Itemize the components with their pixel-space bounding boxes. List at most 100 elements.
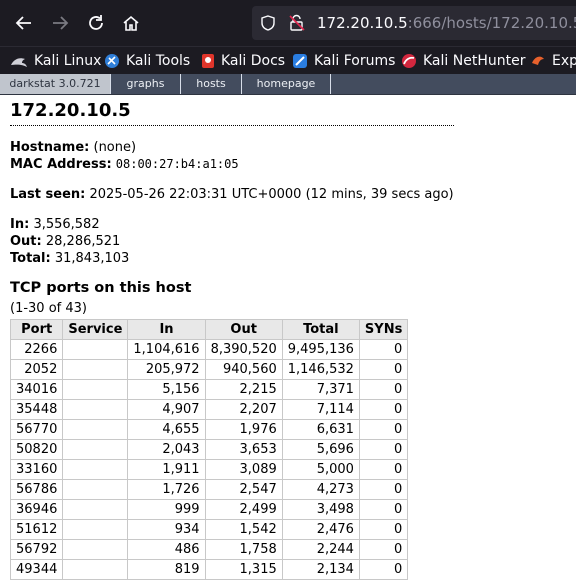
out-cell: 2,207 (204, 399, 283, 420)
table-row: 34016 5,156 2,215 7,371 0 (9, 379, 409, 400)
port-cell: 34016 (9, 379, 64, 400)
port-cell: 2266 (9, 339, 64, 360)
in-cell: 4,655 (127, 419, 206, 440)
col-syns-header[interactable]: SYNs (358, 319, 409, 340)
out-cell: 1,758 (204, 539, 283, 560)
service-cell (62, 419, 129, 440)
table-row: 56770 4,655 1,976 6,631 0 (9, 419, 409, 440)
syns-cell: 0 (358, 359, 409, 380)
table-row: 2266 1,104,616 8,390,520 9,495,136 0 (9, 339, 409, 360)
service-cell (62, 399, 129, 420)
port-cell: 2052 (9, 359, 64, 380)
total-cell: 3,498 (281, 499, 360, 520)
in-label: In: (10, 217, 30, 232)
syns-cell: 0 (358, 459, 409, 480)
col-in-header[interactable]: In (127, 319, 206, 340)
in-cell: 999 (127, 499, 206, 520)
port-cell: 35448 (9, 399, 64, 420)
total-row: Total: 31,843,103 (10, 250, 570, 267)
nav-homepage-link[interactable]: homepage (242, 74, 331, 94)
bookmark-label: Kali Docs (221, 53, 286, 69)
url-text[interactable]: 172.20.10.5:666/hosts/172.20.10.5/ (317, 14, 576, 32)
bookmark-label: Kali Linux (34, 53, 102, 69)
port-cell: 56786 (9, 479, 64, 500)
hostname-row: Hostname: (none) (10, 139, 570, 156)
in-cell: 205,972 (127, 359, 206, 380)
url-bar[interactable]: 172.20.10.5:666/hosts/172.20.10.5/ (252, 6, 576, 40)
bookmark-kali-linux[interactable]: Kali Linux (10, 51, 101, 71)
syns-cell: 0 (358, 379, 409, 400)
total-cell: 1,146,532 (281, 359, 360, 380)
exploit-db-icon (532, 56, 544, 65)
in-cell: 1,911 (127, 459, 206, 480)
bookmark-label: Kali NetHunter (423, 53, 526, 69)
tracking-shield-icon[interactable] (260, 15, 276, 31)
mac-row: MAC Address: 08:00:27:b4:a1:05 (10, 156, 570, 173)
reload-button[interactable] (81, 8, 111, 38)
in-row: In: 3,556,582 (10, 216, 570, 233)
port-cell: 56792 (9, 539, 64, 560)
service-cell (62, 519, 129, 540)
bookmark-kali-docs[interactable]: Kali Docs (201, 51, 285, 71)
port-cell: 33160 (9, 459, 64, 480)
forward-button[interactable] (45, 8, 75, 38)
total-cell: 4,273 (281, 479, 360, 500)
kali-docs-icon (202, 54, 214, 68)
in-cell: 4,907 (127, 399, 206, 420)
mac-label: MAC Address: (10, 157, 112, 172)
in-cell: 486 (127, 539, 206, 560)
total-cell: 5,696 (281, 439, 360, 460)
in-cell: 934 (127, 519, 206, 540)
url-path: :666/hosts/172.20.10.5/ (407, 14, 576, 32)
out-cell: 1,315 (204, 559, 283, 580)
service-cell (62, 499, 129, 520)
total-cell: 5,000 (281, 459, 360, 480)
nethunter-icon (402, 54, 416, 68)
kali-dragon-icon (11, 58, 27, 67)
total-value: 31,843,103 (54, 251, 130, 266)
col-total-header[interactable]: Total (281, 319, 360, 340)
port-cell: 56770 (9, 419, 64, 440)
reload-icon (89, 15, 103, 30)
out-value: 28,286,521 (45, 234, 121, 249)
service-cell (62, 359, 129, 380)
table-row: 50820 2,043 3,653 5,696 0 (9, 439, 409, 460)
out-cell: 940,560 (204, 359, 283, 380)
bookmark-kali-nethunter[interactable]: Kali NetHunter (401, 51, 525, 71)
syns-cell: 0 (358, 499, 409, 520)
syns-cell: 0 (358, 419, 409, 440)
service-cell (62, 379, 129, 400)
col-out-header[interactable]: Out (204, 319, 283, 340)
back-button[interactable] (9, 8, 39, 38)
service-cell (62, 339, 129, 360)
table-header-row: Port Service In Out Total SYNs (9, 319, 409, 340)
table-row: 49344 819 1,315 2,134 0 (9, 559, 409, 580)
bookmark-kali-tools[interactable]: Kali Tools (104, 51, 190, 71)
bookmark-label: Kali Tools (126, 53, 191, 69)
col-service-header[interactable]: Service (62, 319, 129, 340)
total-cell: 2,476 (281, 519, 360, 540)
bookmarks-toolbar: Kali Linux Kali Tools Kali Docs Kali For… (0, 46, 576, 75)
total-label: Total: (10, 251, 51, 266)
out-cell: 3,653 (204, 439, 283, 460)
in-value: 3,556,582 (33, 217, 100, 232)
table-row: 56792 486 1,758 2,244 0 (9, 539, 409, 560)
out-row: Out: 28,286,521 (10, 233, 570, 250)
home-button[interactable] (116, 8, 146, 38)
insecure-lock-icon[interactable] (288, 14, 306, 32)
browser-toolbar: 172.20.10.5:666/hosts/172.20.10.5/ (0, 0, 576, 46)
syns-cell: 0 (358, 519, 409, 540)
nav-graphs-link[interactable]: graphs (111, 74, 181, 94)
out-cell: 1,542 (204, 519, 283, 540)
bookmark-kali-forums[interactable]: Kali Forums (292, 51, 395, 71)
col-port-header[interactable]: Port (9, 319, 64, 340)
forward-arrow-icon (53, 16, 69, 30)
syns-cell: 0 (358, 439, 409, 460)
mac-value: 08:00:27:b4:a1:05 (115, 157, 239, 171)
bookmark-label: Kali Forums (314, 53, 396, 69)
bookmark-exploit-db[interactable]: Exp (530, 51, 576, 71)
in-cell: 1,726 (127, 479, 206, 500)
service-cell (62, 439, 129, 460)
total-cell: 7,114 (281, 399, 360, 420)
nav-hosts-link[interactable]: hosts (181, 74, 242, 94)
